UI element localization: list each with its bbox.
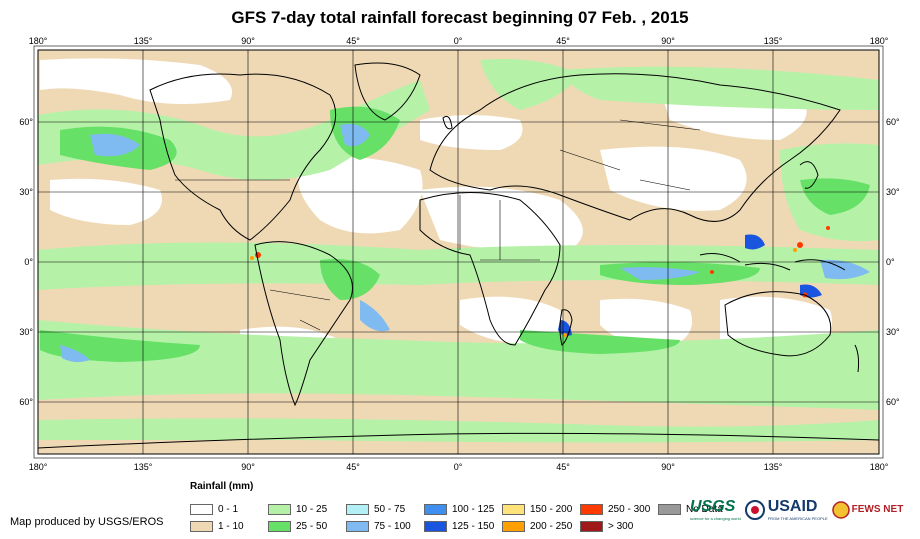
lon-label-bottom: 135° [134, 462, 153, 472]
legend-swatch [580, 521, 603, 532]
lat-label-left: 60° [19, 117, 33, 127]
legend-swatch [346, 521, 369, 532]
lat-label-right: 0° [886, 257, 895, 267]
lon-label-bottom: 180° [870, 462, 889, 472]
lon-label-top: 135° [764, 36, 783, 46]
legend-label: 250 - 300 [608, 504, 651, 515]
map-title: GFS 7-day total rainfall forecast beginn… [231, 8, 689, 27]
lat-label-right: 30° [886, 187, 900, 197]
usaid-logo-tagline: FROM THE AMERICAN PEOPLE [767, 516, 828, 521]
legend-item: 125 - 150 [424, 518, 502, 535]
legend-label: 125 - 150 [452, 521, 495, 532]
legend-item: 50 - 75 [346, 501, 424, 518]
logo-strip: USGS science for a changing world USAID … [690, 498, 903, 521]
lon-label-top: 90° [661, 36, 675, 46]
usaid-logo: USAID FROM THE AMERICAN PEOPLE [744, 498, 828, 521]
legend-swatch [346, 504, 369, 515]
lon-label-top: 45° [346, 36, 360, 46]
fews-net-globe-icon [831, 500, 850, 519]
lon-label-bottom: 45° [346, 462, 360, 472]
lon-label-bottom: 0° [454, 462, 463, 472]
lon-label-top: 180° [870, 36, 889, 46]
legend-item: 75 - 100 [346, 518, 424, 535]
lon-label-top: 90° [241, 36, 255, 46]
legend-label: 10 - 25 [296, 504, 328, 515]
lat-label-left: 0° [24, 257, 33, 267]
usgs-logo-tagline: science for a changing world [690, 516, 741, 521]
legend-label: 100 - 125 [452, 504, 495, 515]
legend-swatch [268, 504, 291, 515]
legend-item: > 300 [580, 518, 658, 535]
legend-label: 75 - 100 [374, 521, 411, 532]
lon-label-bottom: 90° [661, 462, 675, 472]
lat-label-left: 30° [19, 327, 33, 337]
legend-title: Rainfall (mm) [190, 481, 254, 492]
map-credit: Map produced by USGS/EROS [10, 516, 164, 528]
legend-item: 10 - 25 [268, 501, 346, 518]
usaid-logo-text: USAID [767, 498, 818, 515]
legend-item: 150 - 200 [502, 501, 580, 518]
lon-label-bottom: 180° [29, 462, 48, 472]
legend-swatch [580, 504, 603, 515]
lat-label-right: 30° [886, 327, 900, 337]
legend-label: 200 - 250 [530, 521, 573, 532]
lon-label-top: 135° [134, 36, 153, 46]
legend-item: No Data [658, 501, 736, 518]
legend: 0 - 1 10 - 25 50 - 75 100 - 125 150 - 20… [190, 501, 736, 535]
legend-swatch [190, 521, 213, 532]
lat-label-right: 60° [886, 117, 900, 127]
legend-item: 1 - 10 [190, 518, 268, 535]
legend-swatch [502, 521, 525, 532]
lon-label-bottom: 45° [556, 462, 570, 472]
lat-label-left: 60° [19, 397, 33, 407]
legend-item: 250 - 300 [580, 501, 658, 518]
lon-label-top: 180° [29, 36, 48, 46]
legend-label: > 300 [608, 521, 634, 532]
legend-swatch [268, 521, 291, 532]
legend-swatch [502, 504, 525, 515]
fews-net-logo: FEWS NET [831, 500, 904, 519]
legend-item: 0 - 1 [190, 501, 268, 518]
legend-swatch [424, 521, 447, 532]
legend-item: 25 - 50 [268, 518, 346, 535]
legend-label: No Data [686, 504, 723, 515]
lon-label-bottom: 135° [764, 462, 783, 472]
legend-label: 25 - 50 [296, 521, 328, 532]
legend-swatch [424, 504, 447, 515]
usgs-logo: USGS science for a changing world [690, 498, 741, 521]
legend-label: 50 - 75 [374, 504, 406, 515]
lat-label-right: 60° [886, 397, 900, 407]
lon-label-bottom: 90° [241, 462, 255, 472]
usgs-logo-text: USGS [690, 498, 736, 515]
lat-label-left: 30° [19, 187, 33, 197]
legend-item: 200 - 250 [502, 518, 580, 535]
legend-label: 150 - 200 [530, 504, 573, 515]
legend-item: 100 - 125 [424, 501, 502, 518]
legend-swatch [190, 504, 213, 515]
legend-swatch [658, 504, 681, 515]
legend-label: 1 - 10 [218, 521, 244, 532]
lon-label-top: 45° [556, 36, 570, 46]
fews-net-logo-text: FEWS NET [851, 504, 904, 515]
usaid-seal-icon [744, 499, 765, 520]
legend-label: 0 - 1 [218, 504, 239, 515]
lon-label-top: 0° [454, 36, 463, 46]
